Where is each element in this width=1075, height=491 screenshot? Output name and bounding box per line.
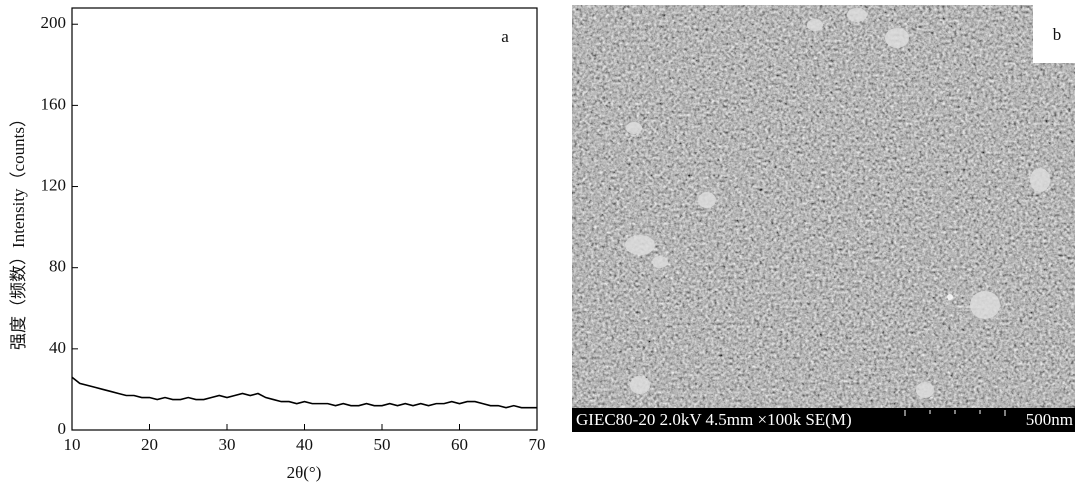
x-tick-label: 50: [374, 435, 391, 454]
scale-label: 500nm: [1026, 410, 1073, 429]
xrd-plot: a 2θ(°) 强度（频数）Intensity（counts） 10 20 30 40…: [9, 7, 546, 482]
x-tick-label: 70: [529, 435, 546, 454]
panel-label: b: [1053, 25, 1062, 44]
panel-label: a: [501, 27, 509, 46]
sem-particles: [625, 8, 1050, 398]
sem-caption: GIEC80-20 2.0kV 4.5mm ×100k SE(M): [576, 410, 852, 429]
x-tick-label: 20: [141, 435, 158, 454]
plot-frame: [71, 7, 538, 431]
x-tick-label: 40: [296, 435, 313, 454]
sem-image: b GIEC80-20 2.0kV 4.5mm ×100k SE(M) 500n…: [572, 5, 1075, 432]
y-tick-label: 200: [41, 13, 67, 32]
scale-bar: [904, 410, 1006, 416]
y-tick-label: 160: [41, 94, 67, 113]
x-axis-label: 2θ(°): [287, 463, 322, 482]
sem-texture: [572, 5, 1075, 432]
label-box: [1033, 5, 1075, 63]
info-bar: [572, 408, 1075, 432]
y-tick-label: 120: [41, 175, 67, 194]
data-line: [71, 376, 537, 409]
y-tick-label: 0: [58, 419, 67, 438]
y-axis-label: 强度（频数）Intensity（counts）: [9, 110, 28, 350]
x-tick-label: 60: [451, 435, 468, 454]
x-tick-label: 30: [219, 435, 236, 454]
x-tick-label: 10: [64, 435, 81, 454]
y-tick-label: 80: [49, 257, 66, 276]
y-tick-label: 40: [49, 338, 66, 357]
